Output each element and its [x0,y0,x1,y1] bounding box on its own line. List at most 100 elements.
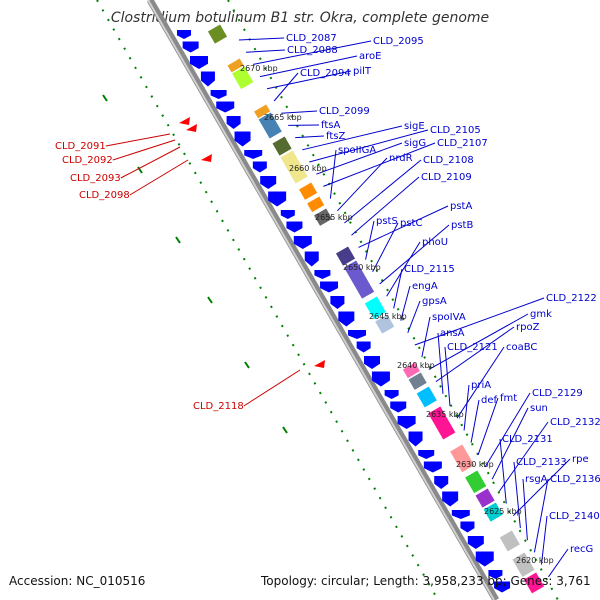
annotation-block-22 [499,530,520,552]
leader-line-right-34 [477,397,499,455]
leader-line-right-40 [513,461,521,529]
leader-line-right-37 [498,421,549,492]
leader-line-left-3 [129,159,189,196]
leader-line-right-27 [428,313,529,370]
forward-gene-arrow-17 [320,281,339,293]
leader-lines [105,37,571,578]
leader-line-right-22 [393,268,403,309]
forward-gene-arrow-3 [200,71,215,87]
gene-label-right-18: pstS [376,216,398,227]
gene-label-right-35: CLD_2129 [532,388,583,399]
gene-label-right-11: sigG [404,138,426,149]
gene-label-left-1: CLD_2092 [62,155,113,166]
gene-label-right-42: CLD_2136 [550,474,600,485]
leader-line-right-2 [252,40,372,65]
forward-gene-arrow-16 [314,270,331,279]
gene-label-right-30: CLD_2121 [447,342,498,353]
gene-label-right-37: CLD_2132 [550,417,600,428]
kbp-label-3: 2655 kbp [315,213,353,222]
gene-label-right-22: CLD_2115 [404,264,455,275]
annotation-block-18 [450,444,475,473]
forward-gene-arrow-33 [460,521,475,533]
annotation-block-0 [207,24,228,44]
forward-gene-arrow-8 [244,150,263,159]
gene-label-right-15: CLD_2108 [423,155,474,166]
gene-label-right-27: gmk [530,309,552,320]
kbp-label-5: 2645 kbp [369,312,407,321]
forward-gene-arrow-26 [397,416,416,429]
gene-label-right-36: sun [530,403,548,414]
kbp-label-1: 2665 kbp [264,113,302,122]
forward-gene-arrow-36 [488,570,503,579]
forward-gene-arrow-5 [216,101,235,113]
annotation-block-10 [335,246,356,266]
leader-line-right-15 [344,159,422,224]
gene-label-right-1: CLD_2088 [287,45,338,56]
dash-tick-2 [175,236,181,244]
gene-label-right-38: CLD_2131 [502,434,553,445]
gene-label-right-29: ansA [440,328,465,339]
leader-line-left-1 [112,139,176,161]
gene-label-right-28: rpoZ [516,322,540,333]
annotation-blocks [207,24,545,594]
gene-label-right-20: pstB [451,220,473,231]
gene-label-right-9: sigE [404,121,425,132]
annotation-block-8 [307,196,325,213]
annotation-block-2 [232,66,254,90]
gene-label-right-7: ftsA [321,120,340,131]
leader-line-right-19 [372,222,399,273]
annotation-block-20 [475,488,495,508]
scale-bar-highlight [147,0,495,600]
gene-label-right-0: CLD_2087 [286,33,337,44]
leader-line-right-33 [470,399,480,443]
dash-ticks [102,94,288,434]
leader-line-right-16 [351,176,420,236]
gene-label-right-8: ftsZ [326,131,345,142]
forward-gene-arrow-20 [348,330,367,339]
forward-gene-arrow-29 [423,461,442,473]
kbp-label-9: 2625 kbp [484,507,522,516]
leader-line-right-24 [407,300,421,333]
leader-line-left-4 [243,369,301,407]
leader-line-right-5 [273,72,299,102]
leader-line-right-3 [259,55,358,78]
map-title: Clostridium botulinum B1 str. Okra, comp… [111,10,489,26]
annotation-block-14 [402,362,420,379]
reverse-gene-2 [201,154,212,162]
forward-gene-arrow-34 [467,536,484,549]
gene-label-right-34: fmt [500,393,517,404]
leader-line-right-21 [386,241,421,297]
leader-line-right-29 [437,332,444,394]
forward-gene-arrow-21 [356,341,371,353]
dash-tick-4 [244,361,250,369]
forward-gene-arrow-35 [475,551,494,567]
dash-tick-3 [207,296,213,304]
annotation-block-6 [280,150,308,184]
leader-line-right-38 [499,438,507,504]
leader-line-right-28 [435,326,515,383]
annotation-block-7 [299,182,318,200]
leader-line-right-43 [540,515,548,565]
gene-label-right-32: priA [471,380,491,391]
reverse-genes [179,117,325,368]
leader-line-right-42 [533,478,549,553]
forward-gene-arrow-27 [408,431,423,447]
forward-gene-arrow-0 [177,30,191,39]
gene-label-right-26: spoIVA [432,312,466,323]
gene-label-right-12: CLD_2107 [437,138,488,149]
reverse-gene-0 [179,117,190,125]
forward-gene-arrow-1 [182,41,199,53]
forward-gene-arrow-25 [390,401,407,413]
scale-bar [146,0,500,600]
annotation-block-9 [314,208,333,226]
gene-label-left-4: CLD_2118 [193,401,244,412]
forward-gene-arrow-10 [260,176,277,189]
forward-gene-arrow-32 [451,510,470,519]
forward-gene-arrow-18 [330,296,345,309]
kbp-label-7: 2635 kbp [426,410,464,419]
forward-gene-arrow-24 [384,390,399,399]
gene-label-right-13: spoIIGA [338,145,376,156]
leader-line-right-18 [365,220,375,260]
annotation-block-12 [364,296,386,320]
annotation-block-4 [258,112,282,139]
